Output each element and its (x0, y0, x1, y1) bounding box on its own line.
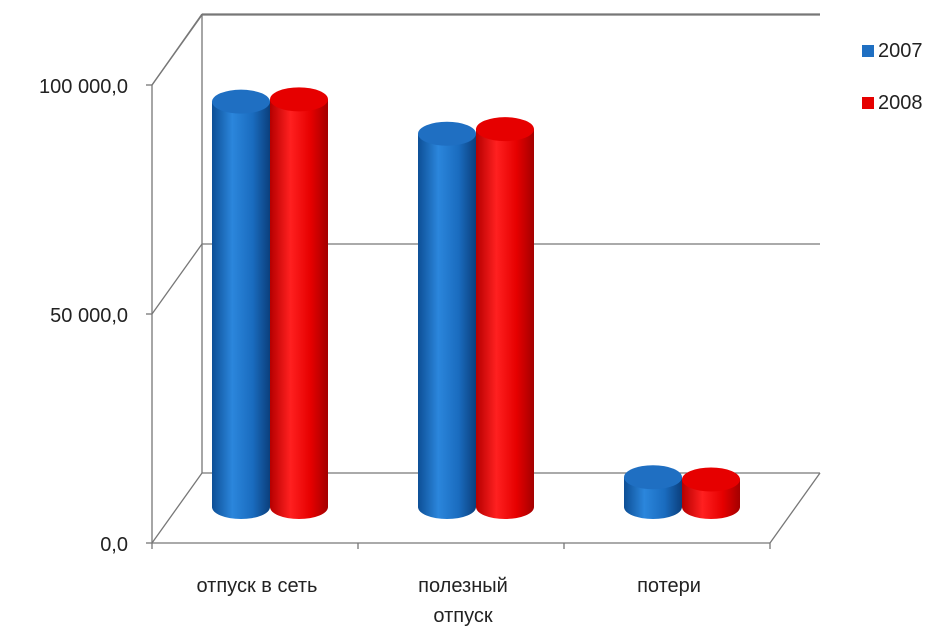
bar-top (212, 89, 270, 114)
y-tick-label: 0,0 (100, 534, 128, 556)
bar-top (270, 87, 328, 112)
legend-swatch (862, 45, 874, 57)
bar-body (476, 129, 534, 519)
bar-2007 (624, 465, 682, 519)
chart-bars (212, 87, 740, 520)
bar-2007 (418, 121, 476, 520)
y-tick-label: 50 000,0 (50, 305, 128, 327)
bar-body (270, 99, 328, 519)
legend-label: 2007 (878, 40, 923, 62)
floor-right-edge (769, 472, 821, 544)
x-category-label: потери (637, 575, 701, 597)
legend-swatch (862, 97, 874, 109)
x-category-label: отпуск в сеть (197, 575, 318, 597)
y-tick-label: 100 000,0 (39, 76, 128, 98)
bar-body (212, 101, 270, 520)
bar-body (624, 477, 682, 519)
y-axis: 0,0 50 000,0 100 000,0 (39, 76, 153, 556)
bar-2008 (682, 467, 740, 519)
legend-label: 2008 (878, 92, 923, 114)
bar-2008 (270, 87, 328, 519)
gridline-side (151, 472, 203, 544)
bar-top (476, 117, 534, 142)
bar-top (418, 121, 476, 146)
bar-2008 (476, 117, 534, 519)
bar-body (418, 133, 476, 520)
bar-top (624, 465, 682, 490)
bar-2007 (212, 89, 270, 520)
x-category-label: полезный (418, 575, 508, 597)
gridline-side (151, 243, 203, 315)
x-axis: отпуск в сеть полезный отпуск потери (151, 472, 821, 627)
bar-top (682, 467, 740, 492)
legend: 2007 2008 (862, 40, 923, 114)
left-wall-top (151, 13, 203, 86)
x-category-label: отпуск (433, 605, 492, 627)
